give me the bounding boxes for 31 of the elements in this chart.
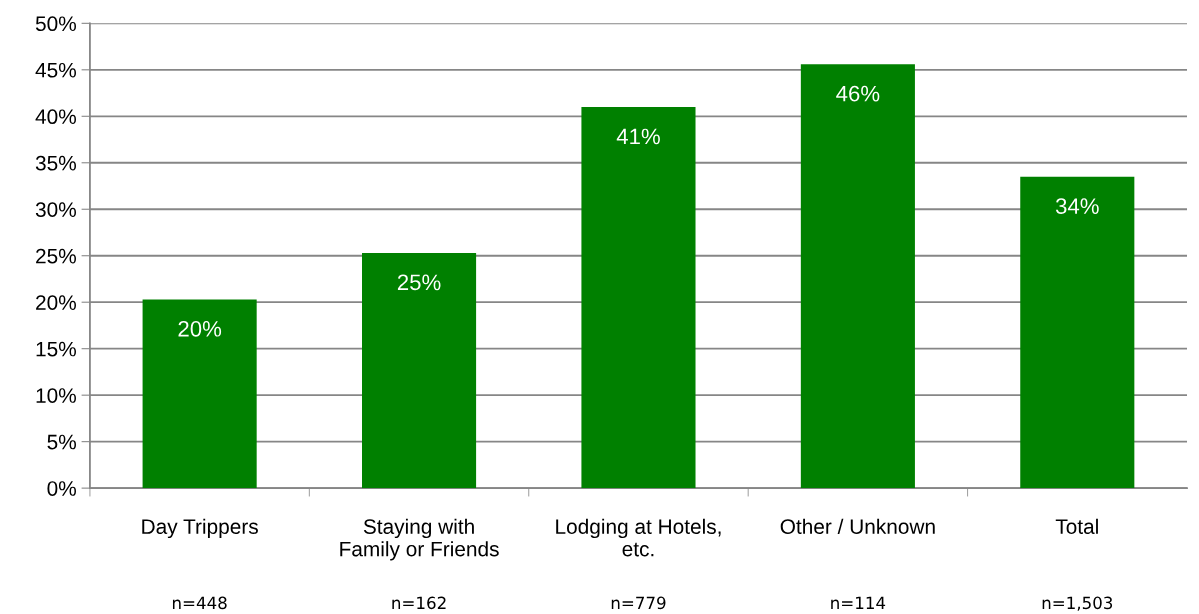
y-tick-label: 0%: [47, 481, 76, 496]
text: n=779: [611, 596, 666, 610]
x-tick-label: Total: [1055, 518, 1098, 534]
x-tick-label: Other / Unknown: [780, 518, 935, 534]
text: n=162: [392, 596, 446, 610]
text: n=448: [172, 596, 227, 610]
y-tick-label: 5%: [47, 434, 76, 450]
x-tick-label: Staying with Family or Friends: [340, 518, 499, 561]
y-tick-label: 30%: [35, 202, 76, 218]
data-label: 20%: [178, 320, 222, 337]
y-tick-label: 45%: [35, 62, 76, 78]
y-tick-label: 35%: [35, 155, 76, 171]
x-tick-label: Lodging at Hotels, etc.: [556, 518, 721, 557]
bar: [142, 299, 257, 489]
y-tick-label: 40%: [35, 109, 76, 125]
y-tick-label: 20%: [36, 295, 76, 310]
y-tick-label: 50%: [35, 16, 76, 32]
data-label: 46%: [836, 85, 880, 102]
text: n=1,503: [1042, 596, 1113, 611]
x-tick-label: Day Trippers: [142, 518, 258, 539]
bar: [362, 252, 477, 489]
bar: [800, 64, 915, 489]
data-label: 25%: [397, 274, 441, 291]
bar: [581, 107, 696, 489]
y-tick-label: 10%: [36, 388, 76, 403]
data-label: 41%: [616, 128, 660, 145]
text: n=114: [831, 596, 886, 609]
y-tick-label: 25%: [36, 248, 76, 264]
y-tick-label: 15%: [36, 341, 76, 357]
data-label: 34%: [1055, 198, 1099, 214]
bar: [1020, 176, 1135, 489]
